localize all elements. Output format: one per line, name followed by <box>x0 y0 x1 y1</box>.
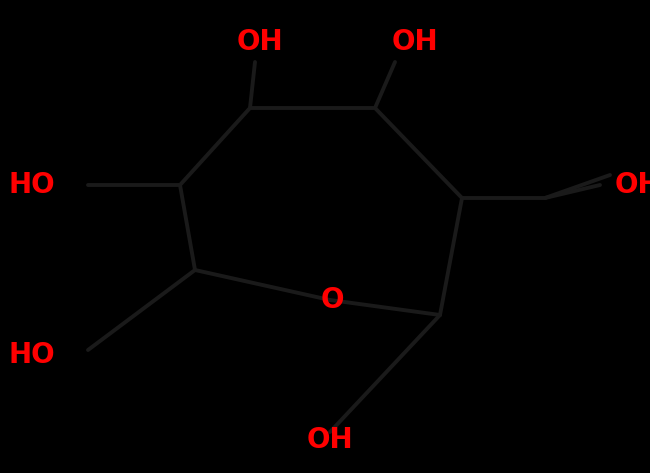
Text: OH: OH <box>392 28 438 56</box>
Text: OH: OH <box>307 426 354 454</box>
Text: O: O <box>320 286 344 314</box>
Text: HO: HO <box>8 171 55 199</box>
Text: OH: OH <box>237 28 283 56</box>
Text: HO: HO <box>8 341 55 369</box>
Text: OH: OH <box>615 171 650 199</box>
